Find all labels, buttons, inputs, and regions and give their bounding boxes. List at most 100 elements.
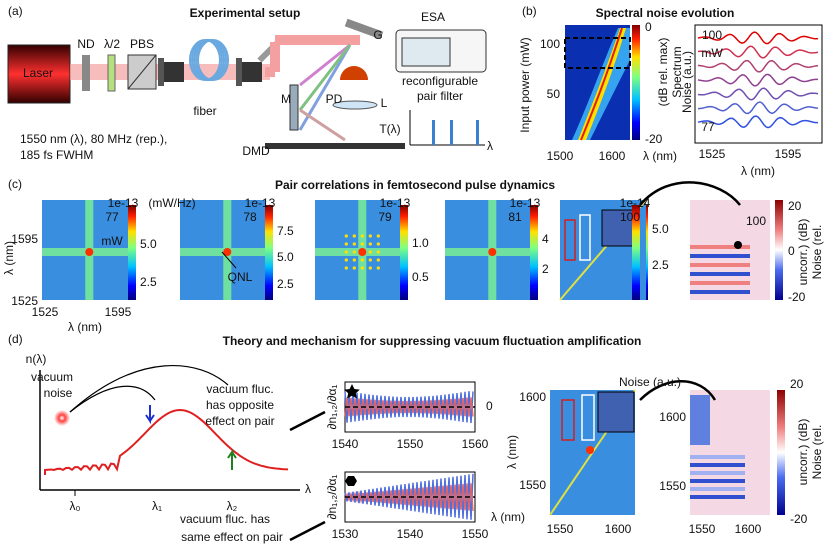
label: 100 xyxy=(540,37,560,51)
label: Laser xyxy=(23,66,53,80)
shape xyxy=(376,242,380,246)
label: Noise (a.u.) xyxy=(680,51,694,113)
label: Theory and mechanism for suppressing vac… xyxy=(223,334,642,348)
label: 1525 xyxy=(32,305,59,319)
label: Noise (rel. xyxy=(810,425,824,480)
shape xyxy=(632,25,640,140)
label: Input power (mW) xyxy=(518,37,532,132)
shape xyxy=(344,250,348,254)
label: uncorr.) (dB) xyxy=(796,419,810,486)
label: -20 xyxy=(788,290,806,304)
shape xyxy=(432,120,435,145)
shape xyxy=(690,290,750,294)
label: 185 fs FWHM xyxy=(20,148,93,162)
label: 1550 xyxy=(547,522,574,536)
shape xyxy=(690,463,745,467)
shape xyxy=(298,44,352,131)
label: n(λ) xyxy=(26,352,47,366)
label: Noise (rel. xyxy=(810,225,824,280)
shape xyxy=(476,120,479,145)
label: 77 xyxy=(105,210,119,224)
shape xyxy=(54,410,70,426)
shape xyxy=(690,263,750,267)
shape xyxy=(697,73,818,87)
shape xyxy=(777,390,785,515)
label: 1540 xyxy=(397,527,424,541)
shape xyxy=(360,258,364,262)
shape xyxy=(344,242,348,246)
label: 2.5 xyxy=(140,275,157,289)
shape xyxy=(694,24,823,144)
shape xyxy=(561,399,575,441)
shape xyxy=(69,365,229,413)
shape xyxy=(580,27,623,141)
label: 5.0 xyxy=(652,222,669,236)
label: ∂n₁,₂/∂α₁ xyxy=(325,475,339,520)
label: 100 xyxy=(620,210,640,224)
label: 2 xyxy=(542,262,549,276)
shape xyxy=(344,266,348,270)
shape xyxy=(352,242,356,246)
shape xyxy=(690,395,710,445)
label: G xyxy=(373,28,382,42)
label: 1550 xyxy=(659,479,686,493)
shape xyxy=(360,234,364,238)
label: λ (nm) xyxy=(491,510,525,524)
shape xyxy=(265,143,405,149)
label: same effect on pair xyxy=(181,530,283,544)
label: 1e-13 xyxy=(245,196,276,210)
shape xyxy=(586,446,594,454)
label: 1550 xyxy=(397,437,424,451)
shape xyxy=(82,55,90,91)
label: T(λ) xyxy=(379,122,400,136)
label: (c) xyxy=(8,177,22,191)
label: 2.5 xyxy=(652,258,669,272)
label: 1600 xyxy=(599,149,626,163)
shape xyxy=(376,266,380,270)
label: mW xyxy=(101,234,123,248)
shape xyxy=(42,248,128,256)
label: Experimental setup xyxy=(190,6,301,20)
label: (dB rel. max) xyxy=(656,38,670,107)
shape xyxy=(445,248,531,256)
shape xyxy=(376,258,380,262)
label: 1.0 xyxy=(412,236,429,250)
label: 1e-14 xyxy=(620,196,651,210)
label: 20 xyxy=(790,377,804,391)
shape xyxy=(488,248,497,256)
label: Spectral noise evolution xyxy=(596,6,735,20)
label: λ₀ xyxy=(70,499,81,513)
shape xyxy=(44,408,289,475)
label: 1550 nm (λ), 80 MHz (rep.), xyxy=(20,132,167,146)
shape xyxy=(352,234,356,238)
label: 1e-13 xyxy=(108,196,139,210)
shape xyxy=(289,520,326,542)
shape xyxy=(734,241,742,249)
shape xyxy=(690,245,750,249)
label: ESA xyxy=(421,10,445,24)
label: 5.0 xyxy=(277,250,294,264)
shape xyxy=(345,476,357,486)
label: 1600 xyxy=(605,522,632,536)
shape xyxy=(344,397,474,417)
shape xyxy=(368,242,372,246)
label: PBS xyxy=(130,37,154,51)
label: 2.5 xyxy=(277,277,294,291)
label: 1600 xyxy=(519,390,546,404)
label: 77 xyxy=(701,120,715,134)
shape xyxy=(639,181,741,206)
label: 1500 xyxy=(547,149,574,163)
shape xyxy=(400,205,408,300)
shape xyxy=(376,250,380,254)
label: ND xyxy=(77,37,95,51)
label: Noise (a.u.) xyxy=(619,375,681,389)
label: 0 xyxy=(486,399,493,413)
label: noise xyxy=(44,386,73,400)
label: λ (nm) xyxy=(505,435,519,469)
shape xyxy=(299,108,346,142)
shape xyxy=(107,54,116,92)
label: λ (nm) xyxy=(741,164,775,178)
label: 1525 xyxy=(11,294,38,308)
label: QNL xyxy=(228,270,253,284)
label: 1600 xyxy=(659,410,686,424)
